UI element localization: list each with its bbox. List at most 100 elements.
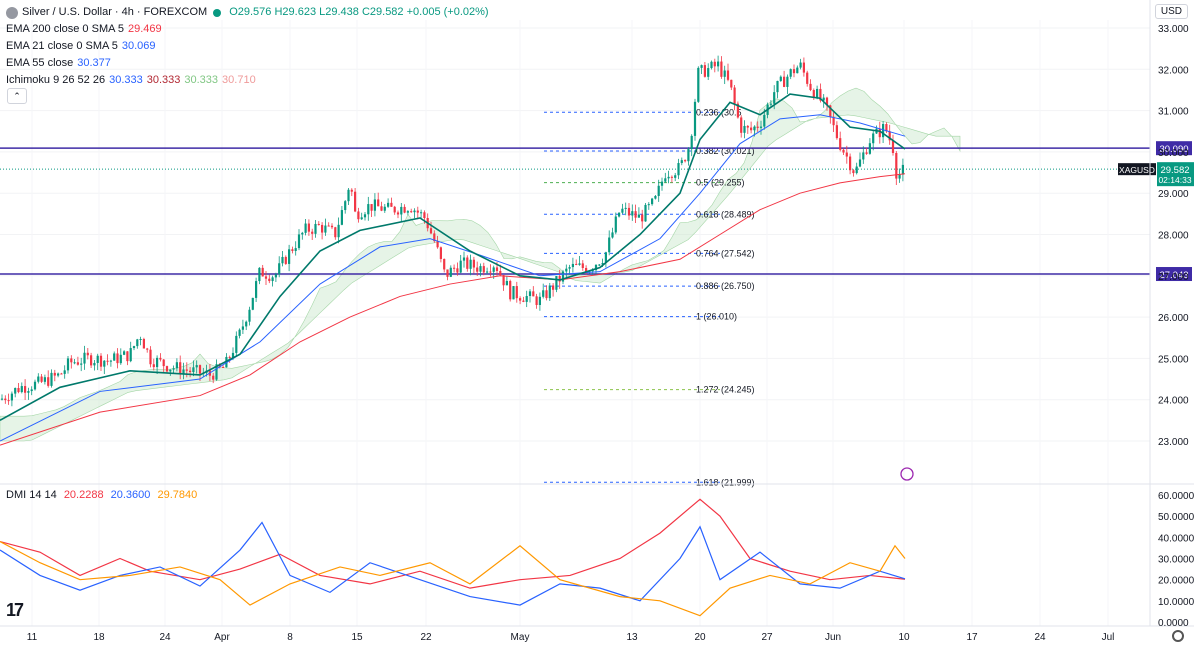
fib-level-label: 0.236 (30.5	[696, 107, 742, 117]
candle-body	[443, 258, 446, 270]
candle-body	[433, 233, 436, 242]
ema21-legend[interactable]: EMA 21 close 0 SMA 5 30.069	[6, 38, 489, 55]
collapse-legend-button[interactable]: ⌃	[7, 88, 27, 104]
candle-body	[571, 263, 574, 268]
ichimoku-value-2: 30.333	[146, 74, 181, 86]
candle-body	[670, 176, 673, 178]
candle-body	[756, 126, 759, 128]
candle-body	[93, 362, 96, 366]
price-tick-label: 26.000	[1158, 313, 1189, 324]
candle-body	[779, 76, 782, 81]
candle-body	[165, 366, 169, 372]
ema200-legend[interactable]: EMA 200 close 0 SMA 5 29.469	[6, 21, 489, 38]
candle-body	[354, 191, 357, 212]
candle-body	[436, 241, 439, 248]
candle-body	[307, 223, 310, 232]
candle-body	[172, 368, 175, 370]
candle-body	[129, 348, 132, 362]
candle-body	[47, 377, 50, 386]
candle-body	[882, 124, 885, 138]
dmi-legend[interactable]: DMI 14 14 20.2288 20.3600 29.7840	[6, 489, 197, 501]
candle-body	[710, 61, 713, 69]
ichimoku-legend[interactable]: Ichimoku 9 26 52 26 30.333 30.333 30.333…	[6, 72, 489, 89]
candle-body	[119, 354, 122, 364]
settings-icon[interactable]	[1172, 630, 1184, 642]
candle-body	[251, 297, 254, 310]
candle-body	[773, 92, 776, 104]
candle-body	[878, 128, 881, 138]
candle-body	[634, 211, 637, 218]
candle-body	[898, 174, 901, 179]
countdown-label: 02:14:33	[1158, 175, 1191, 185]
candle-body	[809, 83, 812, 91]
candle-body	[123, 351, 126, 355]
price-tick-label: 25.000	[1158, 354, 1189, 365]
candle-body	[449, 267, 452, 277]
candle-body	[535, 296, 538, 305]
candle-body	[410, 211, 413, 213]
chart-legend: Silver / U.S. Dollar · 4h · FOREXCOM O29…	[6, 4, 489, 89]
candle-body	[776, 80, 779, 93]
price-tick-label: 30.000	[1158, 148, 1189, 159]
symbol-title[interactable]: Silver / U.S. Dollar · 4h · FOREXCOM	[22, 6, 208, 18]
candle-body	[284, 256, 287, 264]
candle-body	[344, 201, 347, 211]
candle-body	[439, 247, 442, 259]
candle-body	[631, 211, 634, 216]
candle-body	[726, 70, 730, 80]
candle-body	[835, 125, 838, 139]
candle-body	[456, 268, 459, 273]
current-price-tag	[1157, 162, 1194, 187]
candle-body	[647, 204, 650, 206]
candle-body	[33, 381, 37, 390]
candle-body	[565, 268, 568, 272]
ichimoku-label: Ichimoku 9 26 52 26	[6, 74, 106, 86]
candle-body	[334, 227, 337, 238]
time-tick-label: 10	[898, 632, 910, 643]
candle-body	[558, 276, 561, 282]
candle-body	[802, 62, 805, 73]
candle-body	[575, 263, 578, 265]
candle-body	[324, 225, 327, 233]
candle-body	[373, 199, 376, 211]
candle-body	[400, 206, 403, 215]
fibonacci-levels: 0.236 (30.5 0.382 (30.021) 0.5 (29.255) 0.6…	[544, 107, 755, 487]
candle-body	[509, 281, 512, 300]
candle-body	[495, 267, 499, 272]
candle-body	[555, 276, 558, 290]
candle-body	[680, 160, 683, 164]
candle-body	[403, 206, 406, 213]
candle-body	[136, 339, 139, 347]
candle-body	[763, 114, 766, 127]
ema200-line	[0, 173, 906, 446]
candle-body	[337, 224, 340, 238]
candle-body	[832, 117, 835, 126]
ema-lines	[0, 93, 906, 446]
currency-selector[interactable]: USD	[1154, 4, 1188, 19]
candle-body	[453, 267, 456, 269]
candle-body	[591, 270, 594, 272]
candle-body	[601, 262, 604, 265]
candle-body	[862, 152, 865, 160]
ema55-legend[interactable]: EMA 55 close 30.377	[6, 55, 489, 72]
candle-body	[740, 117, 743, 133]
candle-body	[479, 266, 482, 272]
time-tick-label: 22	[420, 632, 432, 643]
candle-body	[825, 97, 829, 106]
candle-body	[713, 61, 716, 67]
fib-level-label: 0.618 (28.489)	[696, 209, 755, 219]
candle-body	[139, 339, 142, 341]
tradingview-logo-icon[interactable]: 17	[6, 600, 24, 620]
time-tick-label: 11	[27, 632, 38, 643]
ichimoku-cloud-area	[0, 87, 961, 442]
dmi-tick-label: 40.0000	[1158, 533, 1194, 544]
candle-body	[192, 367, 195, 373]
time-tick-label: Jun	[825, 632, 841, 643]
candle-body	[281, 256, 284, 264]
candle-body	[330, 225, 334, 228]
candle-body	[654, 195, 657, 199]
candle-body	[235, 335, 238, 353]
candle-body	[179, 362, 182, 375]
candle-body	[83, 352, 86, 364]
